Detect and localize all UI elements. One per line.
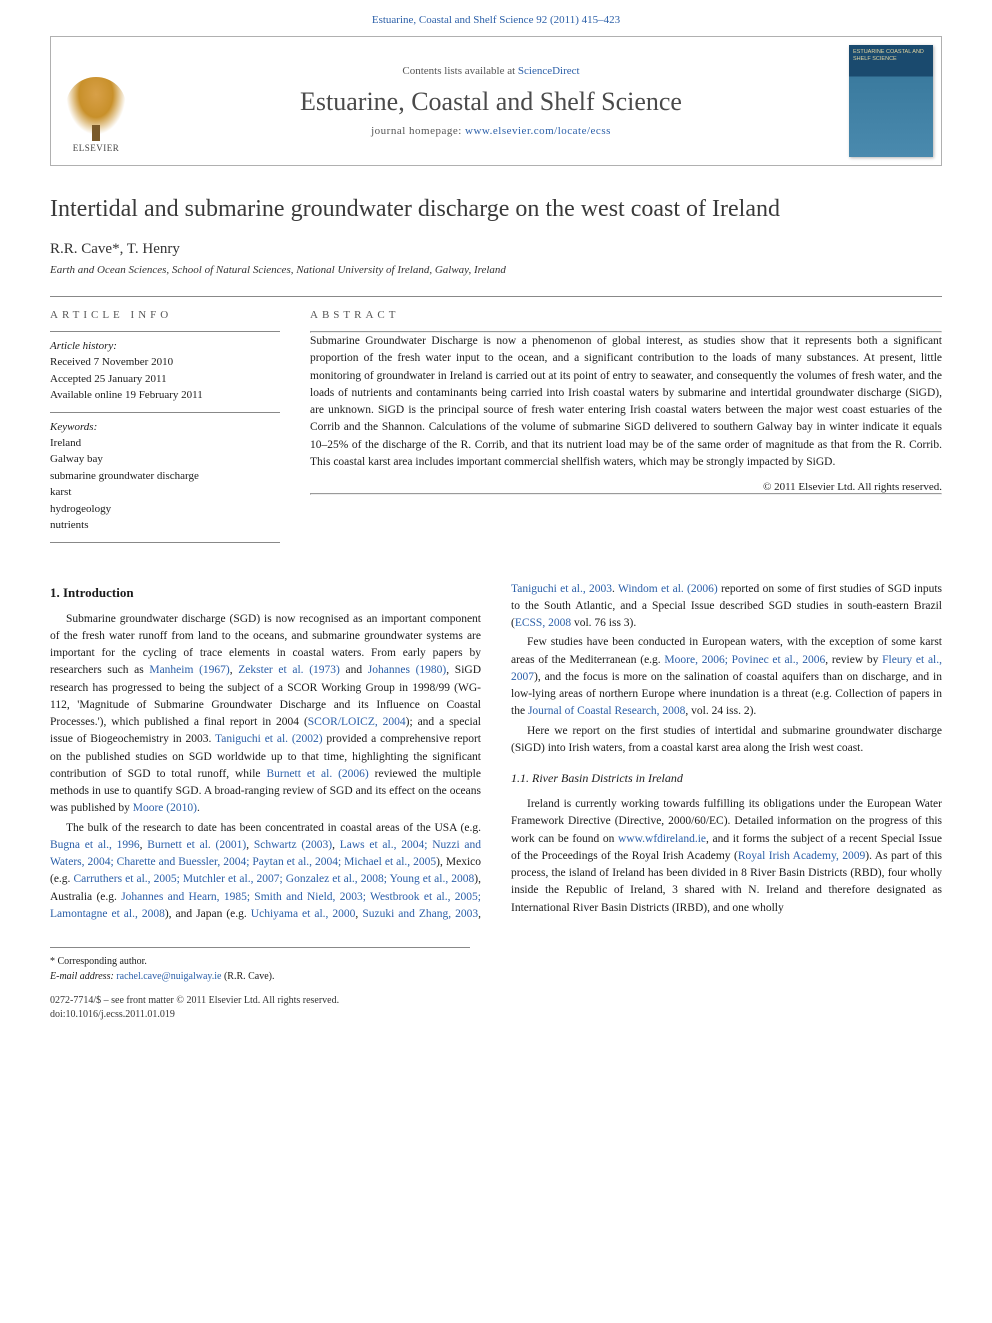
copyright: © 2011 Elsevier Ltd. All rights reserved…: [310, 481, 942, 493]
body-paragraph: Few studies have been conducted in Europ…: [511, 634, 942, 720]
citation-link[interactable]: Royal Irish Academy, 2009: [738, 850, 865, 862]
publisher-name: ELSEVIER: [61, 143, 131, 153]
front-matter: 0272-7714/$ – see front matter © 2011 El…: [50, 994, 942, 1008]
journal-cover-icon: ESTUARINE COASTAL AND SHELF SCIENCE: [849, 45, 933, 157]
abstract-heading: abstract: [310, 309, 942, 321]
homepage-line: journal homepage: www.elsevier.com/locat…: [151, 125, 831, 137]
rule: [50, 542, 280, 543]
rule: [50, 412, 280, 413]
doi: doi:10.1016/j.ecss.2011.01.019: [50, 1008, 942, 1022]
sciencedirect-link[interactable]: ScienceDirect: [518, 65, 580, 77]
affiliation: Earth and Ocean Sciences, School of Natu…: [50, 264, 942, 276]
journal-cover-text: ESTUARINE COASTAL AND SHELF SCIENCE: [853, 49, 929, 62]
abstract-text: Submarine Groundwater Discharge is now a…: [310, 333, 942, 471]
email-link[interactable]: rachel.cave@nuigalway.ie: [116, 971, 221, 982]
homepage-link[interactable]: www.elsevier.com/locate/ecss: [465, 125, 611, 137]
article-title: Intertidal and submarine groundwater dis…: [50, 196, 942, 223]
keyword-item: Galway bay: [50, 451, 280, 468]
keyword-item: karst: [50, 484, 280, 501]
section-heading-intro: 1. Introduction: [50, 585, 481, 601]
citation-link[interactable]: Manheim (1967): [149, 664, 229, 676]
citation-link[interactable]: Burnett et al. (2006): [266, 768, 368, 780]
history-label: Article history:: [50, 340, 280, 352]
publisher-logo-block: ELSEVIER: [51, 37, 141, 165]
url-link[interactable]: www.wfdireland.ie: [618, 833, 706, 845]
info-abstract-block: article info Article history: Received 7…: [50, 296, 942, 551]
subsection-heading: 1.1. River Basin Districts in Ireland: [511, 771, 942, 786]
keyword-item: submarine groundwater discharge: [50, 468, 280, 485]
contents-line: Contents lists available at ScienceDirec…: [151, 65, 831, 77]
article-info-heading: article info: [50, 309, 280, 321]
homepage-prefix: journal homepage:: [371, 125, 465, 137]
citation-link[interactable]: SCOR/LOICZ, 2004: [308, 716, 406, 728]
body-paragraph: Ireland is currently working towards ful…: [511, 796, 942, 917]
citation-link[interactable]: Carruthers et al., 2005; Mutchler et al.…: [74, 873, 475, 885]
citation-link[interactable]: Journal of Coastal Research, 2008: [528, 705, 685, 717]
citation-link[interactable]: Windom et al. (2006): [618, 583, 718, 595]
rule: [50, 331, 280, 332]
citation-link[interactable]: Taniguchi et al., 2003: [511, 583, 612, 595]
keyword-item: hydrogeology: [50, 501, 280, 518]
citation-link[interactable]: Taniguchi et al. (2002): [215, 733, 323, 745]
body-paragraph: Submarine groundwater discharge (SGD) is…: [50, 611, 481, 818]
corresponding-author-label: * Corresponding author.: [50, 954, 470, 969]
received-date: Received 7 November 2010: [50, 354, 280, 371]
rule: [310, 493, 942, 495]
elsevier-logo-icon: ELSEVIER: [61, 77, 131, 157]
citation-link[interactable]: Bugna et al., 1996: [50, 839, 140, 851]
authors: R.R. Cave*, T. Henry: [50, 241, 942, 258]
citation-link[interactable]: Schwartz (2003): [254, 839, 332, 851]
email-line: E-mail address: rachel.cave@nuigalway.ie…: [50, 969, 470, 984]
running-header: Estuarine, Coastal and Shelf Science 92 …: [0, 0, 992, 36]
citation-link[interactable]: Uchiyama et al., 2000: [251, 908, 356, 920]
citation-link[interactable]: Zekster et al. (1973): [238, 664, 340, 676]
citation-link[interactable]: Suzuki and Zhang, 2003: [362, 908, 478, 920]
citation-link[interactable]: Moore (2010): [133, 802, 197, 814]
accepted-date: Accepted 25 January 2011: [50, 371, 280, 388]
email-label: E-mail address:: [50, 971, 116, 982]
article-info-column: article info Article history: Received 7…: [50, 309, 280, 551]
email-author: (R.R. Cave).: [221, 971, 274, 982]
body-text: 1. Introduction Submarine groundwater di…: [50, 581, 942, 924]
journal-title: Estuarine, Coastal and Shelf Science: [151, 87, 831, 117]
citation-link[interactable]: Burnett et al. (2001): [147, 839, 246, 851]
contents-prefix: Contents lists available at: [402, 65, 517, 77]
keywords-label: Keywords:: [50, 421, 280, 433]
keyword-item: nutrients: [50, 517, 280, 534]
citation-link[interactable]: ECSS, 2008: [515, 617, 571, 629]
abstract-column: abstract Submarine Groundwater Discharge…: [310, 309, 942, 551]
corresponding-author-block: * Corresponding author. E-mail address: …: [50, 947, 470, 984]
masthead-center: Contents lists available at ScienceDirec…: [141, 37, 841, 165]
body-paragraph: Here we report on the first studies of i…: [511, 723, 942, 758]
online-date: Available online 19 February 2011: [50, 387, 280, 404]
masthead: ELSEVIER Contents lists available at Sci…: [50, 36, 942, 166]
citation-link[interactable]: Moore, 2006; Povinec et al., 2006: [664, 654, 825, 666]
citation-link[interactable]: Johannes (1980): [368, 664, 446, 676]
keyword-item: Ireland: [50, 435, 280, 452]
elsevier-tree-icon: [66, 77, 126, 135]
journal-cover-block: ESTUARINE COASTAL AND SHELF SCIENCE: [841, 37, 941, 165]
doi-block: 0272-7714/$ – see front matter © 2011 El…: [50, 994, 942, 1022]
